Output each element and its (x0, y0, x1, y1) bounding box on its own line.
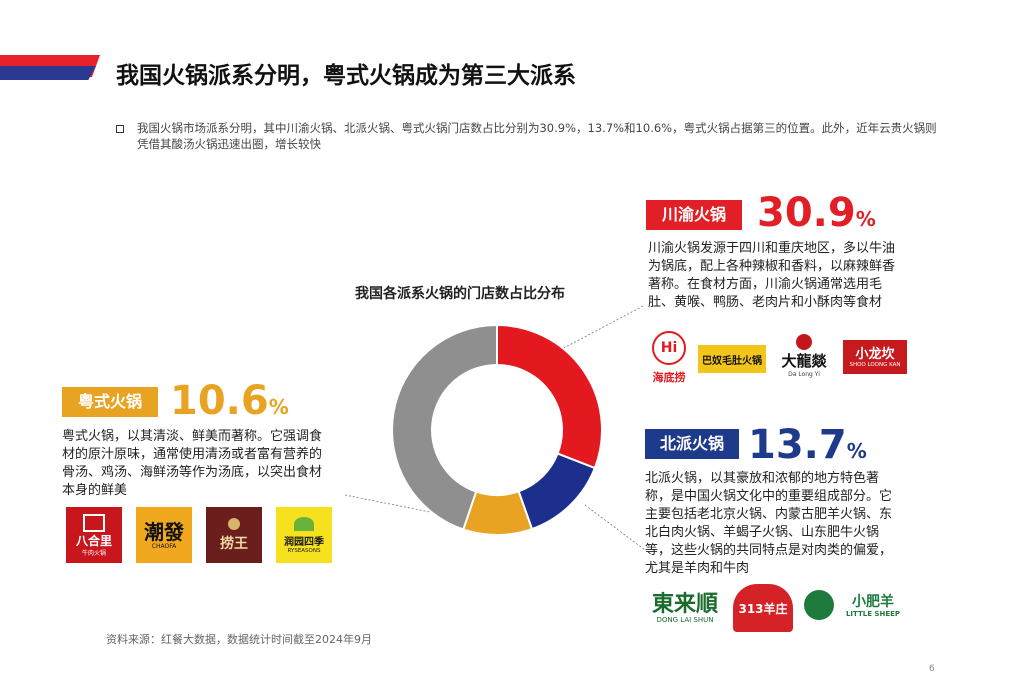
xiaolongkan-text: 小龙坎 (855, 346, 895, 362)
pct-yueshi-unit: % (268, 395, 289, 419)
intro-text: 我国火锅市场派系分明，其中川渝火锅、北派火锅、粤式火锅门店数占比分别为30.9%… (137, 121, 937, 151)
baheli-sub: 牛肉火锅 (81, 549, 106, 557)
pct-beipai-unit: % (846, 439, 867, 463)
bullet-square-icon (116, 125, 124, 133)
xiaofeiyang-sub: LITTLE SHEEP (845, 610, 901, 618)
donglaishun-text: 東来順 (651, 591, 718, 617)
page-number: 6 (929, 664, 935, 674)
donut-slice-0 (496, 323, 603, 470)
baheli-logo: 八合里 牛肉火锅 (66, 507, 122, 563)
source-note: 资料来源：红餐大数据，数据统计时间截至2024年9月 (106, 633, 372, 646)
dalongyi-logo: 大龍燚 Da Long Yi (775, 328, 833, 384)
pct-yueshi: 10.6% (170, 381, 289, 421)
donglaishun-logo: 東来順 DONG LAI SHUN (647, 583, 723, 633)
header-blue-stripe (0, 66, 96, 80)
pct-chuanyu-unit: % (855, 207, 876, 231)
pct-beipai: 13.7% (748, 425, 867, 465)
pct-beipai-value: 13.7 (748, 422, 847, 468)
ryseasons-mark (294, 516, 314, 531)
chaofa-sub: CHAOFA (151, 542, 177, 550)
desc-beipai: 北派火锅，以其豪放和浓郁的地方特色著称，是中国火锅文化中的重要组成部分。它主要包… (645, 471, 893, 576)
desc-yueshi: 粤式火锅，以其清淡、鲜美而著称。它强调食材的原汁原味，通常使用清汤或者富有营养的… (62, 429, 323, 498)
chaofa-text: 潮發 (144, 519, 184, 544)
leader-lines (344, 304, 646, 551)
ryseasons-text: 润园四季 (284, 536, 324, 548)
leader-line-chuanyu (559, 304, 646, 351)
xiaolongkan-sub: SHOO LOONG KAN (849, 361, 901, 368)
baheli-mark (83, 513, 105, 532)
baheli-text: 八合里 (75, 533, 112, 548)
desc-chuanyu: 川渝火锅发源于四川和重庆地区，多以牛油为锅底，配上各种辣椒和香料，以麻辣鲜香著称… (648, 241, 896, 310)
pct-yueshi-value: 10.6 (170, 378, 269, 424)
label-chuanyu: 川渝火锅 (646, 200, 742, 230)
xiaofeiyang-logo: 小肥羊 LITTLE SHEEP (838, 590, 908, 622)
xiaolongkan-logo: 小龙坎 SHOO LOONG KAN (843, 340, 907, 374)
pct-chuanyu: 30.9% (757, 193, 876, 233)
haidilao-logo: Hi 海底捞 (645, 330, 693, 386)
leader-line-beipai (584, 504, 646, 551)
laowang-mark (228, 517, 240, 530)
haidilao-text: 海底捞 (652, 371, 686, 384)
leader-line-yueshi (344, 494, 471, 521)
donglaishun-sub: DONG LAI SHUN (656, 616, 714, 624)
label-beipai: 北派火锅 (645, 429, 739, 459)
ryseasons-logo: 润园四季 RYSEASONS (276, 507, 332, 563)
xiaofeiyang-text: 小肥羊 (852, 594, 894, 610)
chaofa-logo: 潮發 CHAOFA (136, 507, 192, 563)
laowang-logo: 捞王 (206, 507, 262, 563)
bayu-logo: 巴奴毛肚火锅 (698, 345, 766, 373)
dalongyi-text: 大龍燚 (781, 352, 827, 370)
dalongyi-sub: Da Long Yi (788, 371, 820, 378)
haidilao-mark: Hi (652, 331, 686, 365)
label-yueshi: 粤式火锅 (62, 387, 158, 417)
donut-slice-1 (517, 452, 597, 531)
dalongyi-mark (796, 334, 812, 350)
donut-slice-3 (391, 323, 498, 531)
page-title: 我国火锅派系分明，粤式火锅成为第三大派系 (116, 63, 576, 89)
donut-chart (391, 323, 603, 536)
313yangzhuang-logo: 313羊庄 (733, 584, 793, 632)
chart-title: 我国各派系火锅的门店数占比分布 (355, 286, 565, 302)
laowang-text: 捞王 (220, 535, 248, 552)
ryseasons-sub: RYSEASONS (287, 547, 321, 554)
xiaofeiyang-sheep-icon (804, 590, 834, 620)
pct-chuanyu-value: 30.9 (757, 190, 856, 236)
